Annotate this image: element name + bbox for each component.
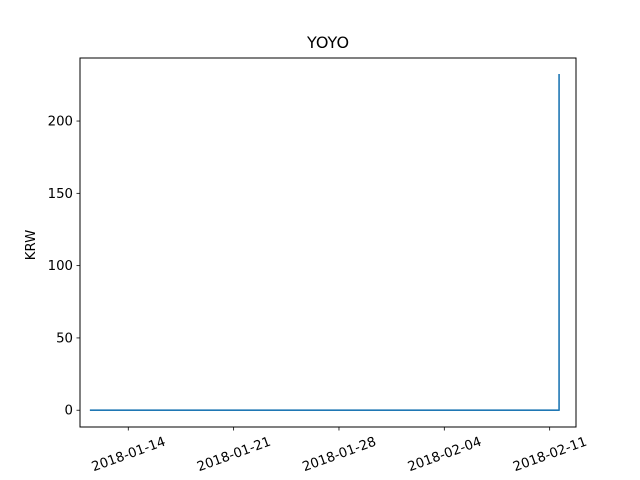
y-axis-label: KRW	[24, 230, 39, 261]
plot-frame	[79, 57, 577, 428]
y-tick-label: 0	[65, 404, 73, 419]
y-tick-label: 50	[56, 331, 73, 346]
y-tick-label: 100	[48, 259, 73, 274]
y-tick-label: 200	[48, 115, 73, 130]
chart-title: YOYO	[306, 33, 349, 52]
y-tick-label: 150	[48, 187, 73, 202]
series-line	[89, 73, 560, 412]
